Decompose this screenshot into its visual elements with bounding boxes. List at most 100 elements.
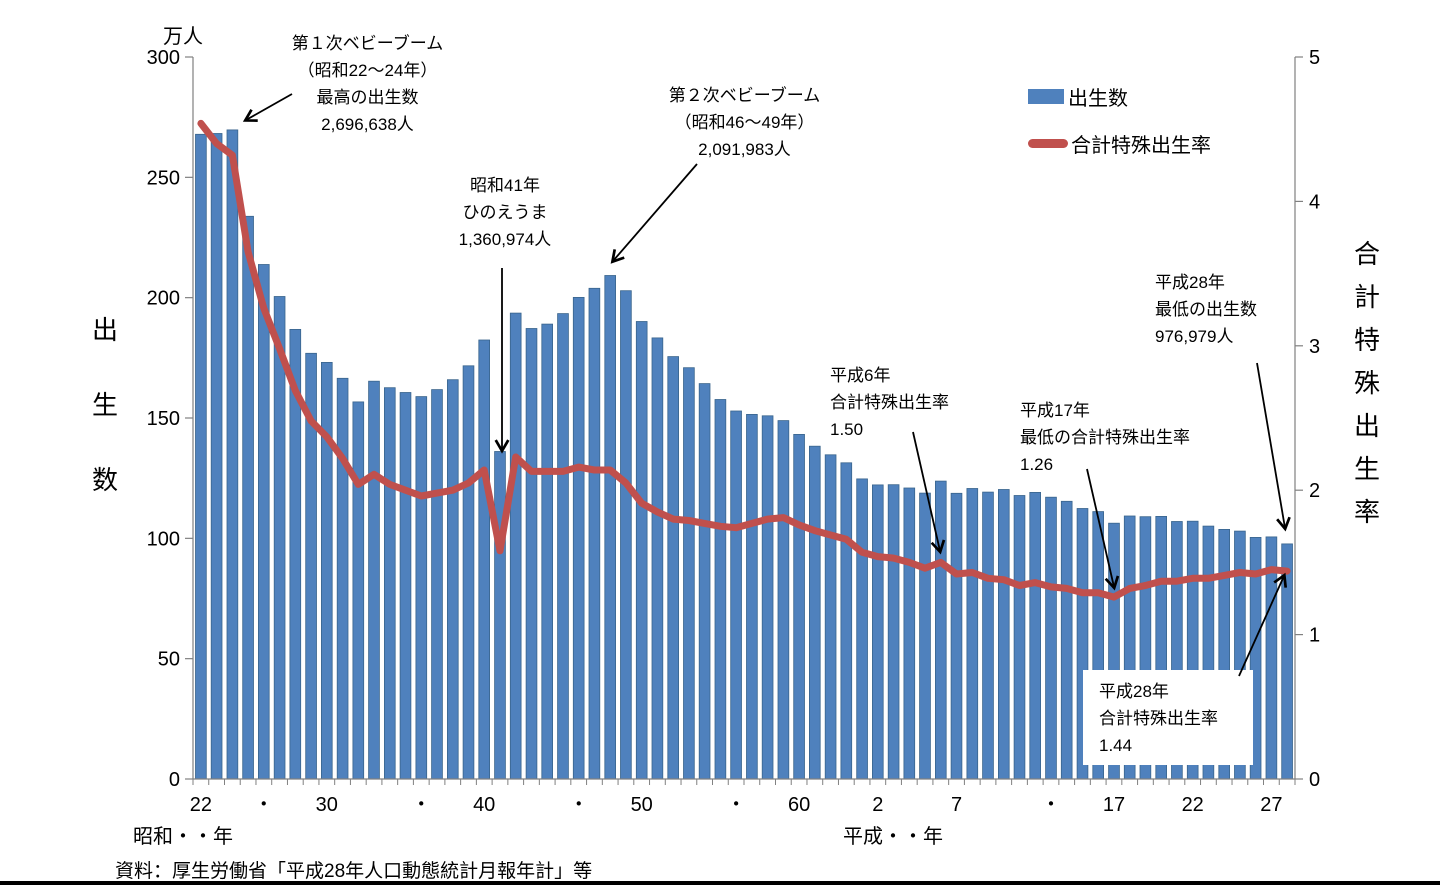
bar-30 [667, 356, 679, 780]
bar-54 [1045, 496, 1057, 780]
tfr-line [197, 119, 1291, 601]
bar-49 [966, 488, 979, 780]
left-tick-label: 50 [158, 649, 180, 671]
bar-33 [714, 399, 727, 780]
births-swatch-icon [1028, 89, 1064, 104]
bar-18 [478, 339, 490, 780]
right-tick-label: 3 [1309, 336, 1320, 358]
bar-20 [509, 312, 522, 780]
bar-22 [541, 323, 553, 780]
bar-68 [1265, 536, 1278, 780]
legend-label-births: 出生数 [1068, 88, 1128, 110]
bar-41 [840, 462, 853, 780]
bar-19 [494, 451, 506, 780]
bar-32 [698, 383, 711, 780]
x-tick-label: 27 [1260, 794, 1282, 816]
bar-55 [1060, 500, 1073, 780]
bar-13 [399, 392, 412, 780]
x-axis-era-label-heisei: 平成・・年 [843, 826, 943, 848]
legend: 出生数 合計特殊出生率 [1028, 82, 1211, 176]
annotation-first-baby-boom: 第１次ベビーブーム （昭和22～24年） 最高の出生数 2,696,638人 [291, 34, 444, 134]
bar-4 [257, 264, 270, 780]
bar-42 [856, 478, 868, 780]
bar-29 [651, 337, 664, 780]
x-tick-label: ・ [411, 794, 431, 816]
bar-51 [998, 489, 1010, 780]
x-tick-label: 30 [316, 794, 338, 816]
bar-52 [1013, 495, 1026, 780]
left-tick-label: 300 [147, 47, 180, 69]
x-tick-label: 40 [473, 794, 495, 816]
bar-8 [320, 361, 333, 780]
x-tick-label: 2 [872, 794, 883, 816]
x-tick-label: ・ [726, 794, 746, 816]
arrow-h17-tfr [1086, 468, 1120, 591]
bar-27 [620, 290, 632, 780]
left-tick-label: 250 [147, 167, 180, 189]
bar-25 [588, 287, 601, 780]
annotation-h6-tfr: 平成6年 合計特殊出生率 1.50 [830, 366, 949, 439]
bar-48 [950, 492, 963, 780]
bar-44 [887, 484, 900, 780]
x-tick-label: 50 [631, 794, 653, 816]
annotation-second-baby-boom: 第２次ベビーブーム （昭和46～49年） 2,091,983人 [668, 86, 821, 159]
right-axis-title: 合計特殊出生率 [1354, 239, 1381, 527]
x-tick-label: 17 [1103, 794, 1125, 816]
bar-37 [777, 420, 790, 780]
left-axis-title: 出生数 [92, 315, 119, 495]
bar-2 [226, 129, 239, 780]
annotation-h17-tfr: 平成17年 最低の合計特殊出生率 1.26 [1020, 401, 1190, 474]
bar-5 [273, 296, 286, 780]
x-tick-label: 22 [190, 794, 212, 816]
bar-50 [982, 491, 994, 780]
callout-box-h28-tfr: 平成28年 合計特殊出生率 1.44 [1083, 670, 1253, 765]
bar-39 [809, 445, 821, 780]
arrow-h6-tfr [912, 431, 946, 555]
bar-69 [1281, 543, 1293, 780]
legend-item-births: 出生数 [1028, 82, 1211, 111]
bar-47 [935, 480, 947, 780]
x-tick-label: ・ [1041, 794, 1061, 816]
right-tick-label: 4 [1309, 191, 1320, 213]
bottom-divider [0, 881, 1440, 885]
bar-15 [431, 389, 443, 780]
arrow-h28-tfr [1238, 572, 1288, 677]
bar-35 [746, 413, 758, 780]
x-tick-label: 60 [788, 794, 810, 816]
legend-label-tfr: 合計特殊出生率 [1071, 135, 1211, 157]
x-tick-label: ・ [254, 794, 274, 816]
source-note: 資料：厚生労働省「平成28年人口動態統計月報年計」等 [115, 861, 593, 882]
x-axis-era-label-showa: 昭和・・年 [133, 826, 233, 848]
bar-7 [305, 352, 317, 780]
x-tick-label: ・ [569, 794, 589, 816]
bar-46 [919, 492, 931, 780]
bar-17 [462, 365, 475, 780]
bar-38 [793, 433, 805, 780]
bar-34 [730, 410, 742, 780]
bar-28 [635, 321, 648, 780]
arrow-h28-births [1256, 362, 1291, 532]
bar-3 [242, 215, 254, 780]
bar-6 [289, 328, 302, 780]
left-tick-label: 150 [147, 408, 180, 430]
left-tick-label: 0 [169, 769, 180, 791]
bar-10 [352, 401, 365, 780]
bar-16 [446, 379, 459, 780]
x-tick-label: 22 [1182, 794, 1204, 816]
bar-11 [368, 380, 380, 780]
right-tick-label: 5 [1309, 47, 1320, 69]
tfr-swatch-icon [1028, 139, 1068, 148]
bar-43 [872, 484, 884, 780]
bar-24 [572, 296, 585, 780]
bar-9 [336, 377, 349, 780]
right-tick-label: 2 [1309, 480, 1320, 502]
bar-0 [195, 133, 207, 780]
bar-31 [683, 367, 695, 780]
right-tick-label: 1 [1309, 625, 1320, 647]
bar-40 [824, 454, 837, 780]
left-tick-label: 100 [147, 528, 180, 550]
bar-36 [761, 415, 774, 780]
left-axis-unit-label: 万人 [163, 26, 203, 48]
left-tick-label: 200 [147, 288, 180, 310]
